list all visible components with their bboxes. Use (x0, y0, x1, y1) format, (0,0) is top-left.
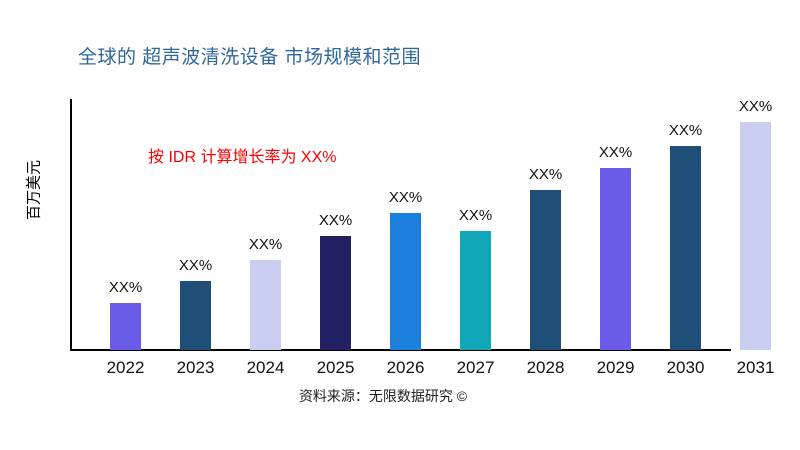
bar-2026 (390, 213, 421, 350)
bar-2027 (460, 231, 491, 350)
bar-value-label-2026: XX% (388, 189, 423, 206)
y-axis-label: 百万美元 (25, 159, 43, 221)
x-tick-label-2030: 2030 (666, 358, 705, 377)
x-tick-label-2028: 2028 (526, 358, 565, 377)
x-tick-label-2025: 2025 (316, 358, 355, 377)
bar-value-label-2025: XX% (318, 212, 353, 229)
x-tick-label-2026: 2026 (386, 358, 425, 377)
x-tick-label-2024: 2024 (246, 358, 285, 377)
bar-value-label-2029: XX% (598, 144, 633, 161)
bar-2025 (320, 236, 351, 350)
y-axis-line (70, 99, 72, 351)
growth-rate-annotation: 按 IDR 计算增长率为 XX% (148, 149, 337, 166)
x-axis-line (70, 349, 731, 351)
bar-2028 (530, 190, 561, 350)
bar-value-label-2028: XX% (528, 166, 563, 183)
bar-value-label-2030: XX% (668, 122, 703, 139)
bar-value-label-2022: XX% (108, 279, 143, 296)
chart-title: 全球的 超声波清洗设备 市场规模和范围 (78, 47, 422, 68)
x-tick-label-2023: 2023 (176, 358, 215, 377)
bar-value-label-2024: XX% (248, 236, 283, 253)
bar-2022 (110, 303, 141, 350)
bar-value-label-2023: XX% (178, 257, 213, 274)
bar-2023 (180, 281, 211, 350)
bar-2029 (600, 168, 631, 350)
x-tick-label-2031: 2031 (736, 358, 775, 377)
bar-2030 (670, 146, 701, 350)
bar-value-label-2031: XX% (738, 98, 773, 115)
x-tick-label-2022: 2022 (106, 358, 145, 377)
x-tick-label-2029: 2029 (596, 358, 635, 377)
bar-2024 (250, 260, 281, 350)
bar-value-label-2027: XX% (458, 207, 493, 224)
source-note: 资料来源：无限数据研究 © (298, 388, 468, 404)
x-tick-label-2027: 2027 (456, 358, 495, 377)
bar-2031 (740, 122, 771, 350)
